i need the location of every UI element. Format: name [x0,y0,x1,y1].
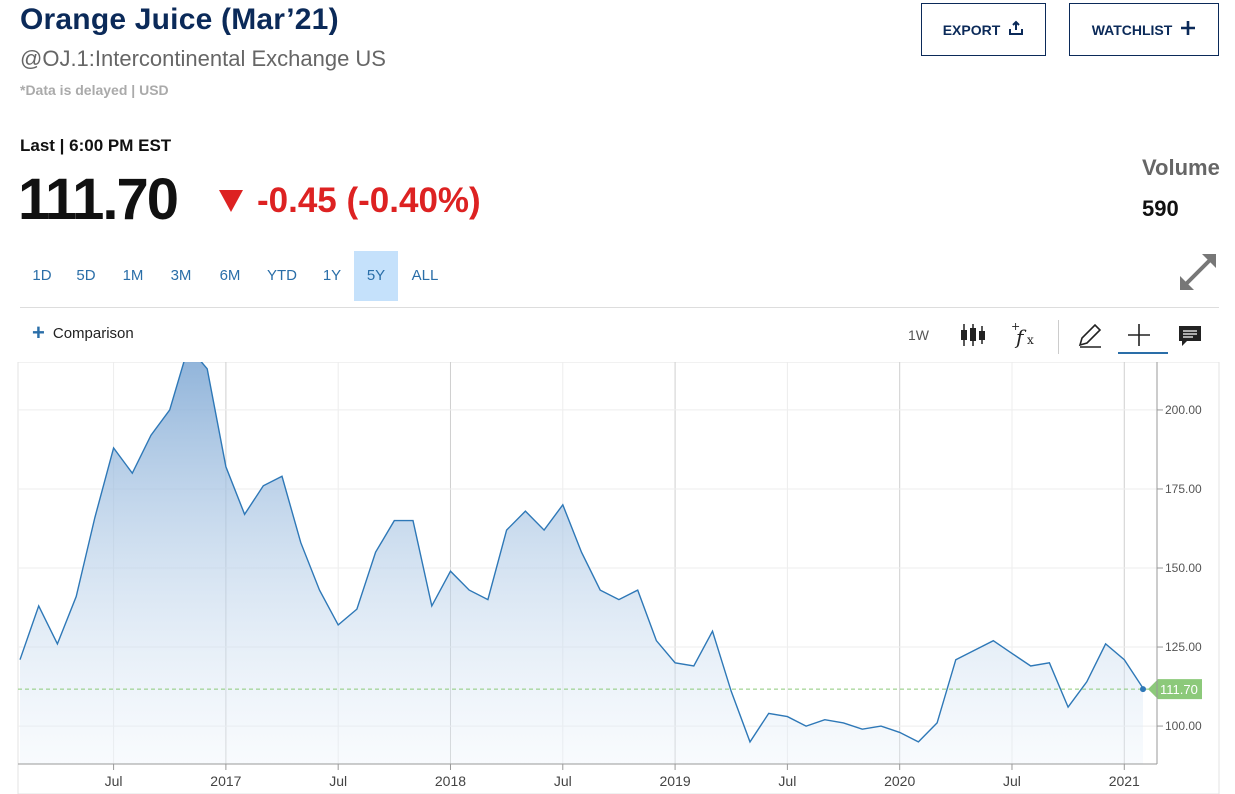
plus-icon: + [32,320,45,345]
active-tool-indicator [1118,352,1168,354]
last-price-point [1140,686,1146,693]
range-5y[interactable]: 5Y [354,251,398,301]
range-all[interactable]: ALL [411,267,439,284]
x-tick-label: 2018 [435,773,466,789]
interval-selector[interactable]: 1W [908,327,929,343]
divider [20,307,1219,308]
y-tick-label: 100.00 [1165,719,1202,733]
svg-text:f: f [1014,325,1027,349]
export-label: EXPORT [942,21,1001,38]
last-price-tag-label: 111.70 [1160,682,1198,697]
x-tick-label: 2017 [210,773,241,789]
range-ytd[interactable]: YTD [267,267,297,284]
candlestick-icon[interactable] [958,320,988,350]
y-tick-label: 125.00 [1165,640,1202,654]
range-1m[interactable]: 1M [122,267,144,284]
plus-icon [1180,20,1196,39]
y-tick-label: 150.00 [1165,561,1202,575]
price-change: -0.45 (-0.40%) [257,181,481,220]
svg-text:+: + [1011,320,1020,333]
x-axis: Jul 2017 Jul 2018 Jul 2019 Jul 2020 Jul 2021 [18,763,1157,789]
x-tick-label: Jul [329,773,347,789]
svg-text:x: x [1027,333,1034,347]
x-tick-label: Jul [778,773,796,789]
symbol-subtitle: @OJ.1:Intercontinental Exchange US [20,46,386,71]
price-line [19,362,1144,744]
x-tick-label: Jul [554,773,572,789]
range-6m[interactable]: 6M [219,267,241,284]
volume-value: 590 [1142,196,1179,221]
delayed-note: *Data is delayed | USD [20,82,169,98]
comment-icon[interactable] [1175,320,1205,350]
function-icon[interactable]: + f x [1010,320,1040,350]
chart-frame [17,362,1220,794]
range-3m[interactable]: 3M [170,267,192,284]
y-tick-label: 200.00 [1165,403,1202,417]
x-tick-label: 2020 [884,773,915,789]
y-axis: 100.00 125.00 150.00 175.00 200.00 [1157,403,1202,733]
expand-icon[interactable] [1176,250,1220,294]
y-tick-label: 175.00 [1165,482,1202,496]
x-tick-label: Jul [105,773,123,789]
last-price: 111.70 [18,167,179,232]
pencil-icon[interactable] [1075,320,1105,350]
range-5d[interactable]: 5D [76,267,96,284]
page-title: Orange Juice (Mar’21) [20,3,339,36]
x-tick-label: 2021 [1109,773,1140,789]
last-trade-label: Last | 6:00 PM EST [20,136,172,155]
down-arrow-icon [219,190,243,212]
toolbar-separator [1058,320,1059,354]
volume-label: Volume [1142,155,1220,180]
export-icon [1008,20,1024,39]
crosshair-icon[interactable] [1124,320,1154,350]
x-tick-label: Jul [1003,773,1021,789]
last-price-tag: 111.70 [1148,679,1202,700]
comparison-label: Comparison [52,324,134,342]
comparison-button[interactable]: + Comparison [32,320,134,345]
x-tick-label: 2019 [660,773,691,789]
watchlist-label: WATCHLIST [1091,21,1173,38]
watchlist-button[interactable]: WATCHLIST [1069,3,1219,56]
range-1d[interactable]: 1D [32,267,52,284]
range-1y[interactable]: 1Y [322,267,342,284]
export-button[interactable]: EXPORT [921,3,1046,56]
price-area [20,362,1143,764]
